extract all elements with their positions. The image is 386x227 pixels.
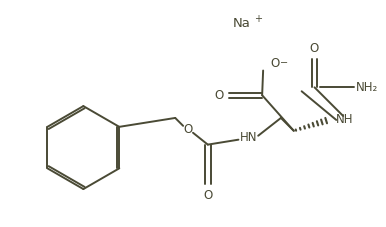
Text: NH: NH <box>336 114 354 126</box>
Text: Na: Na <box>232 17 251 30</box>
Text: NH₂: NH₂ <box>356 81 378 94</box>
Text: O: O <box>214 89 223 102</box>
Text: −: − <box>280 58 288 68</box>
Text: HN: HN <box>240 131 257 144</box>
Text: +: + <box>254 14 262 24</box>
Text: O: O <box>203 190 212 202</box>
Text: O: O <box>270 57 279 70</box>
Text: O: O <box>310 42 319 55</box>
Text: O: O <box>183 123 193 136</box>
